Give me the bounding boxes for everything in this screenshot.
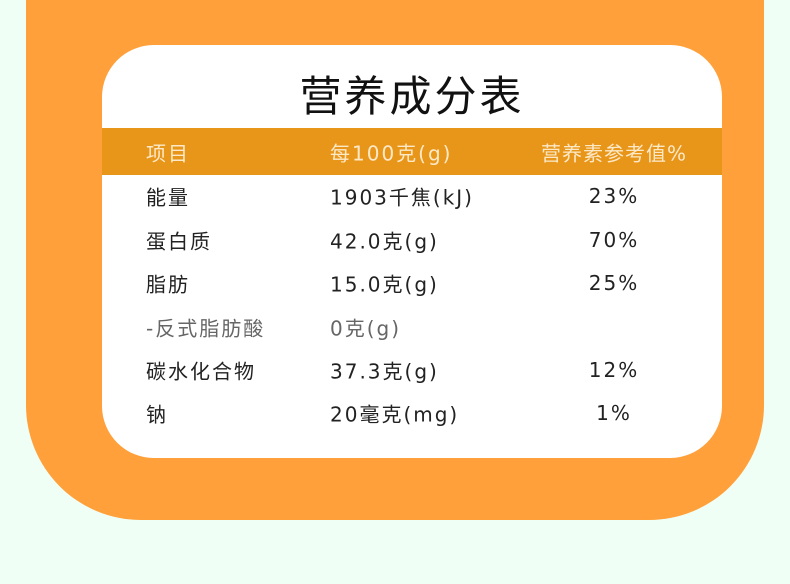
header-item: 项目 bbox=[146, 141, 190, 165]
table-row: -反式脂肪酸 0克(g) bbox=[102, 307, 722, 347]
row-nrv: 12% bbox=[588, 358, 640, 382]
table-header: 项目 每100克(g) 营养素参考值% bbox=[102, 128, 722, 175]
nutrition-card: 营养成分表 项目 每100克(g) 营养素参考值% 能量 1903千焦(kJ) … bbox=[102, 45, 722, 458]
row-item: 能量 bbox=[146, 185, 190, 210]
row-nrv: 70% bbox=[588, 228, 640, 252]
header-nrv: 营养素参考值% bbox=[540, 141, 687, 165]
row-per100: 42.0克(g) bbox=[330, 229, 439, 254]
row-per100: 0克(g) bbox=[330, 316, 402, 341]
row-nrv: 23% bbox=[588, 184, 640, 208]
table-row: 脂肪 15.0克(g) 25% bbox=[102, 263, 722, 303]
row-nrv: 25% bbox=[588, 271, 640, 295]
row-per100: 1903千焦(kJ) bbox=[330, 185, 474, 210]
table-row: 蛋白质 42.0克(g) 70% bbox=[102, 220, 722, 260]
row-item: -反式脂肪酸 bbox=[146, 316, 266, 341]
row-item: 蛋白质 bbox=[146, 229, 212, 254]
row-per100: 20毫克(mg) bbox=[330, 402, 460, 427]
page-title: 营养成分表 bbox=[299, 72, 525, 121]
table-row: 能量 1903千焦(kJ) 23% bbox=[102, 176, 722, 216]
row-item: 钠 bbox=[146, 402, 168, 427]
orange-panel: 营养成分表 项目 每100克(g) 营养素参考值% 能量 1903千焦(kJ) … bbox=[26, 0, 764, 520]
row-per100: 37.3克(g) bbox=[330, 359, 439, 384]
table-row: 碳水化合物 37.3克(g) 12% bbox=[102, 350, 722, 390]
row-item: 碳水化合物 bbox=[146, 359, 256, 384]
header-per100: 每100克(g) bbox=[330, 141, 453, 165]
row-item: 脂肪 bbox=[146, 272, 190, 297]
row-nrv: 1% bbox=[596, 401, 632, 425]
table-row: 钠 20毫克(mg) 1% bbox=[102, 393, 722, 433]
row-per100: 15.0克(g) bbox=[330, 272, 439, 297]
